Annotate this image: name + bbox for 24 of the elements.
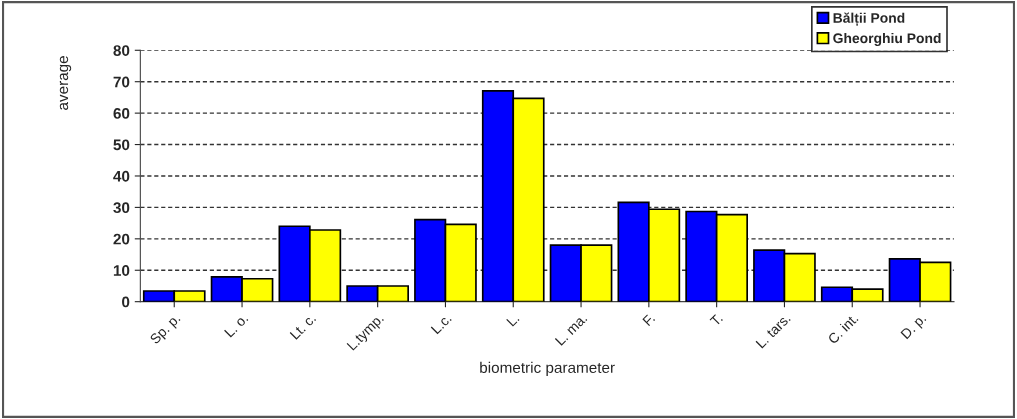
y-tick-label: 30 bbox=[113, 202, 130, 214]
x-tick-label: Lt. c. bbox=[289, 313, 317, 340]
x-tick-label: C. int. bbox=[827, 312, 859, 345]
y-tick-label: 80 bbox=[113, 45, 130, 56]
y-tick-label: 60 bbox=[113, 108, 130, 119]
x-tick-label: L. ma. bbox=[554, 313, 588, 346]
legend-label: Gheorghiu Pond bbox=[833, 32, 941, 46]
y-tick-label: 70 bbox=[113, 76, 130, 88]
y-tick-label: 40 bbox=[113, 170, 130, 182]
legend-label: Bălții Pond bbox=[833, 12, 905, 26]
y-tick-label: 50 bbox=[113, 139, 130, 151]
x-tick-label: Sp. p. bbox=[149, 313, 183, 347]
x-tick-label: L. bbox=[506, 313, 520, 327]
y-tick-label: 0 bbox=[122, 296, 130, 308]
y-tick-label: 20 bbox=[113, 233, 130, 245]
y-axis-title: average bbox=[59, 56, 72, 110]
x-tick-label: L. o. bbox=[224, 313, 249, 338]
x-tick-label: T. bbox=[709, 313, 723, 327]
x-tick-label: L.c. bbox=[430, 313, 452, 335]
x-tick-label: D. p. bbox=[900, 313, 929, 342]
y-tick-label: 10 bbox=[113, 265, 130, 276]
x-axis-title: biometric parameter bbox=[480, 361, 615, 377]
x-tick-label: L. tars. bbox=[755, 313, 791, 349]
x-tick-label: F. bbox=[642, 313, 656, 327]
